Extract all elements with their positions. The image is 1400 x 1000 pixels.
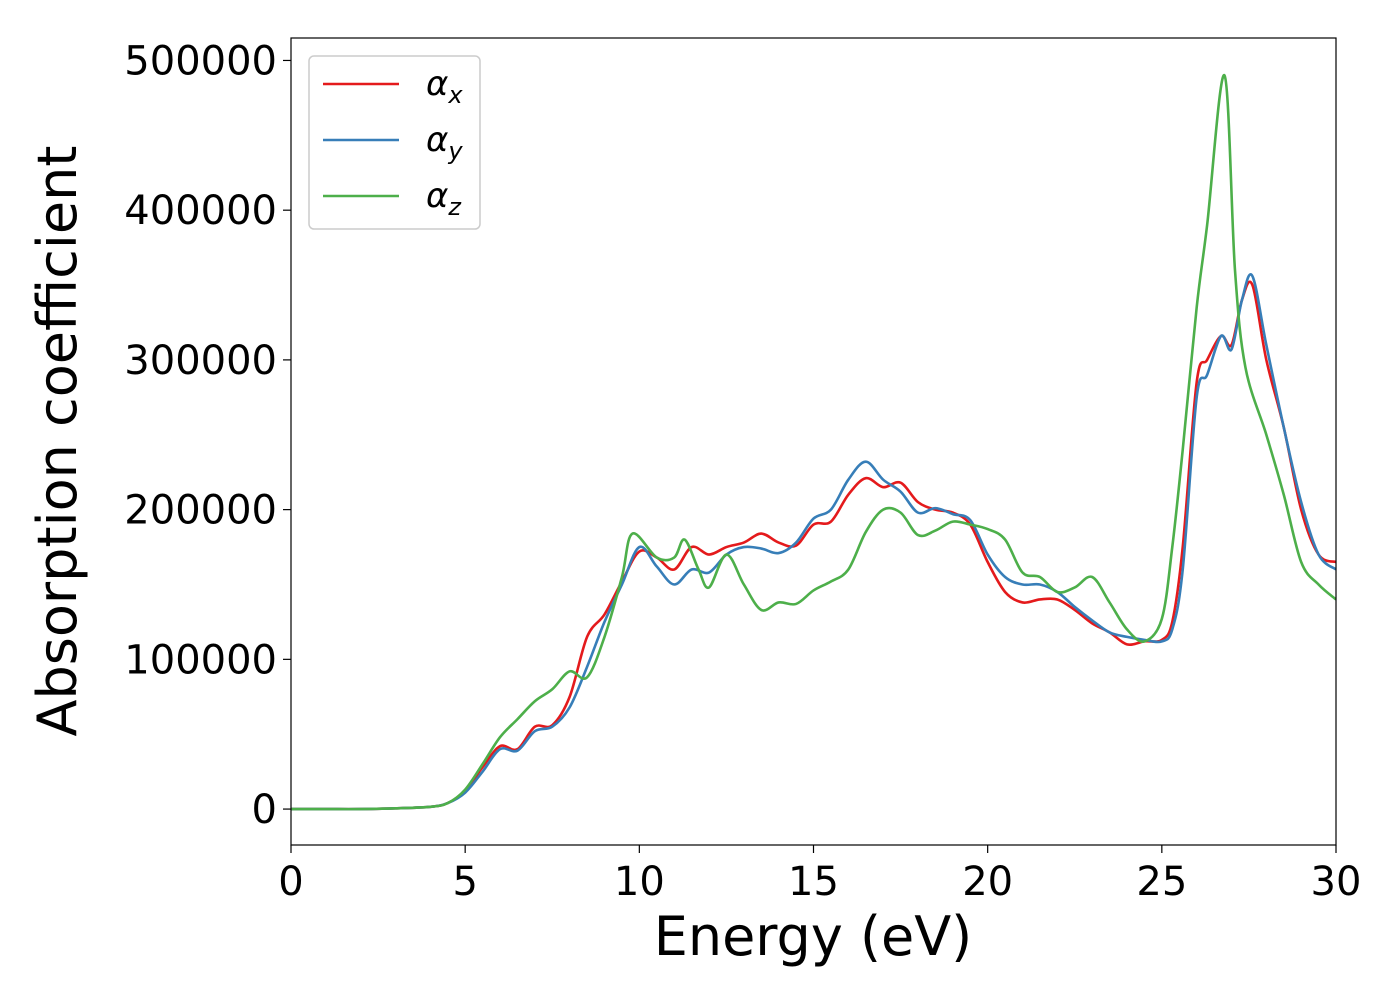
x-tick-label: 0 [278, 859, 303, 905]
x-tick-label: 30 [1311, 859, 1362, 905]
y-tick-label: 100000 [124, 637, 277, 683]
x-tick-label: 10 [614, 859, 665, 905]
legend-frame [308, 55, 481, 230]
x-tick-label: 15 [788, 859, 839, 905]
legend-label-z: αz [426, 176, 462, 221]
series-line-x [291, 280, 1336, 811]
y-tick-label: 200000 [124, 488, 277, 534]
x-tick-label: 5 [452, 859, 477, 905]
legend-label-y: αy [426, 120, 463, 165]
legend-label-base: α [426, 64, 448, 104]
y-tick-label: 400000 [124, 188, 277, 234]
series-line-z [291, 74, 1336, 811]
y-tick-label: 0 [252, 787, 277, 833]
legend-label-subscript: y [447, 137, 463, 165]
x-axis-ticks: 0 5 10 15 20 25 30 [278, 845, 1361, 905]
y-tick-label: 500000 [124, 38, 277, 84]
series-lines [291, 74, 1336, 811]
series-line-y [291, 273, 1336, 811]
legend-label-subscript: x [447, 81, 463, 109]
x-tick-label: 25 [1136, 859, 1187, 905]
legend-label-base: α [426, 176, 448, 216]
y-tick-label: 300000 [124, 338, 277, 384]
legend-label-base: α [426, 120, 448, 160]
y-axis-label: Absorption coefficient [26, 146, 89, 737]
x-axis-label: Energy (eV) [654, 905, 973, 968]
legend-label-x: αx [426, 64, 463, 109]
y-axis-ticks: 0 100000 200000 300000 400000 500000 [124, 38, 291, 833]
x-tick-label: 20 [962, 859, 1013, 905]
legend-label-subscript: z [447, 193, 462, 221]
